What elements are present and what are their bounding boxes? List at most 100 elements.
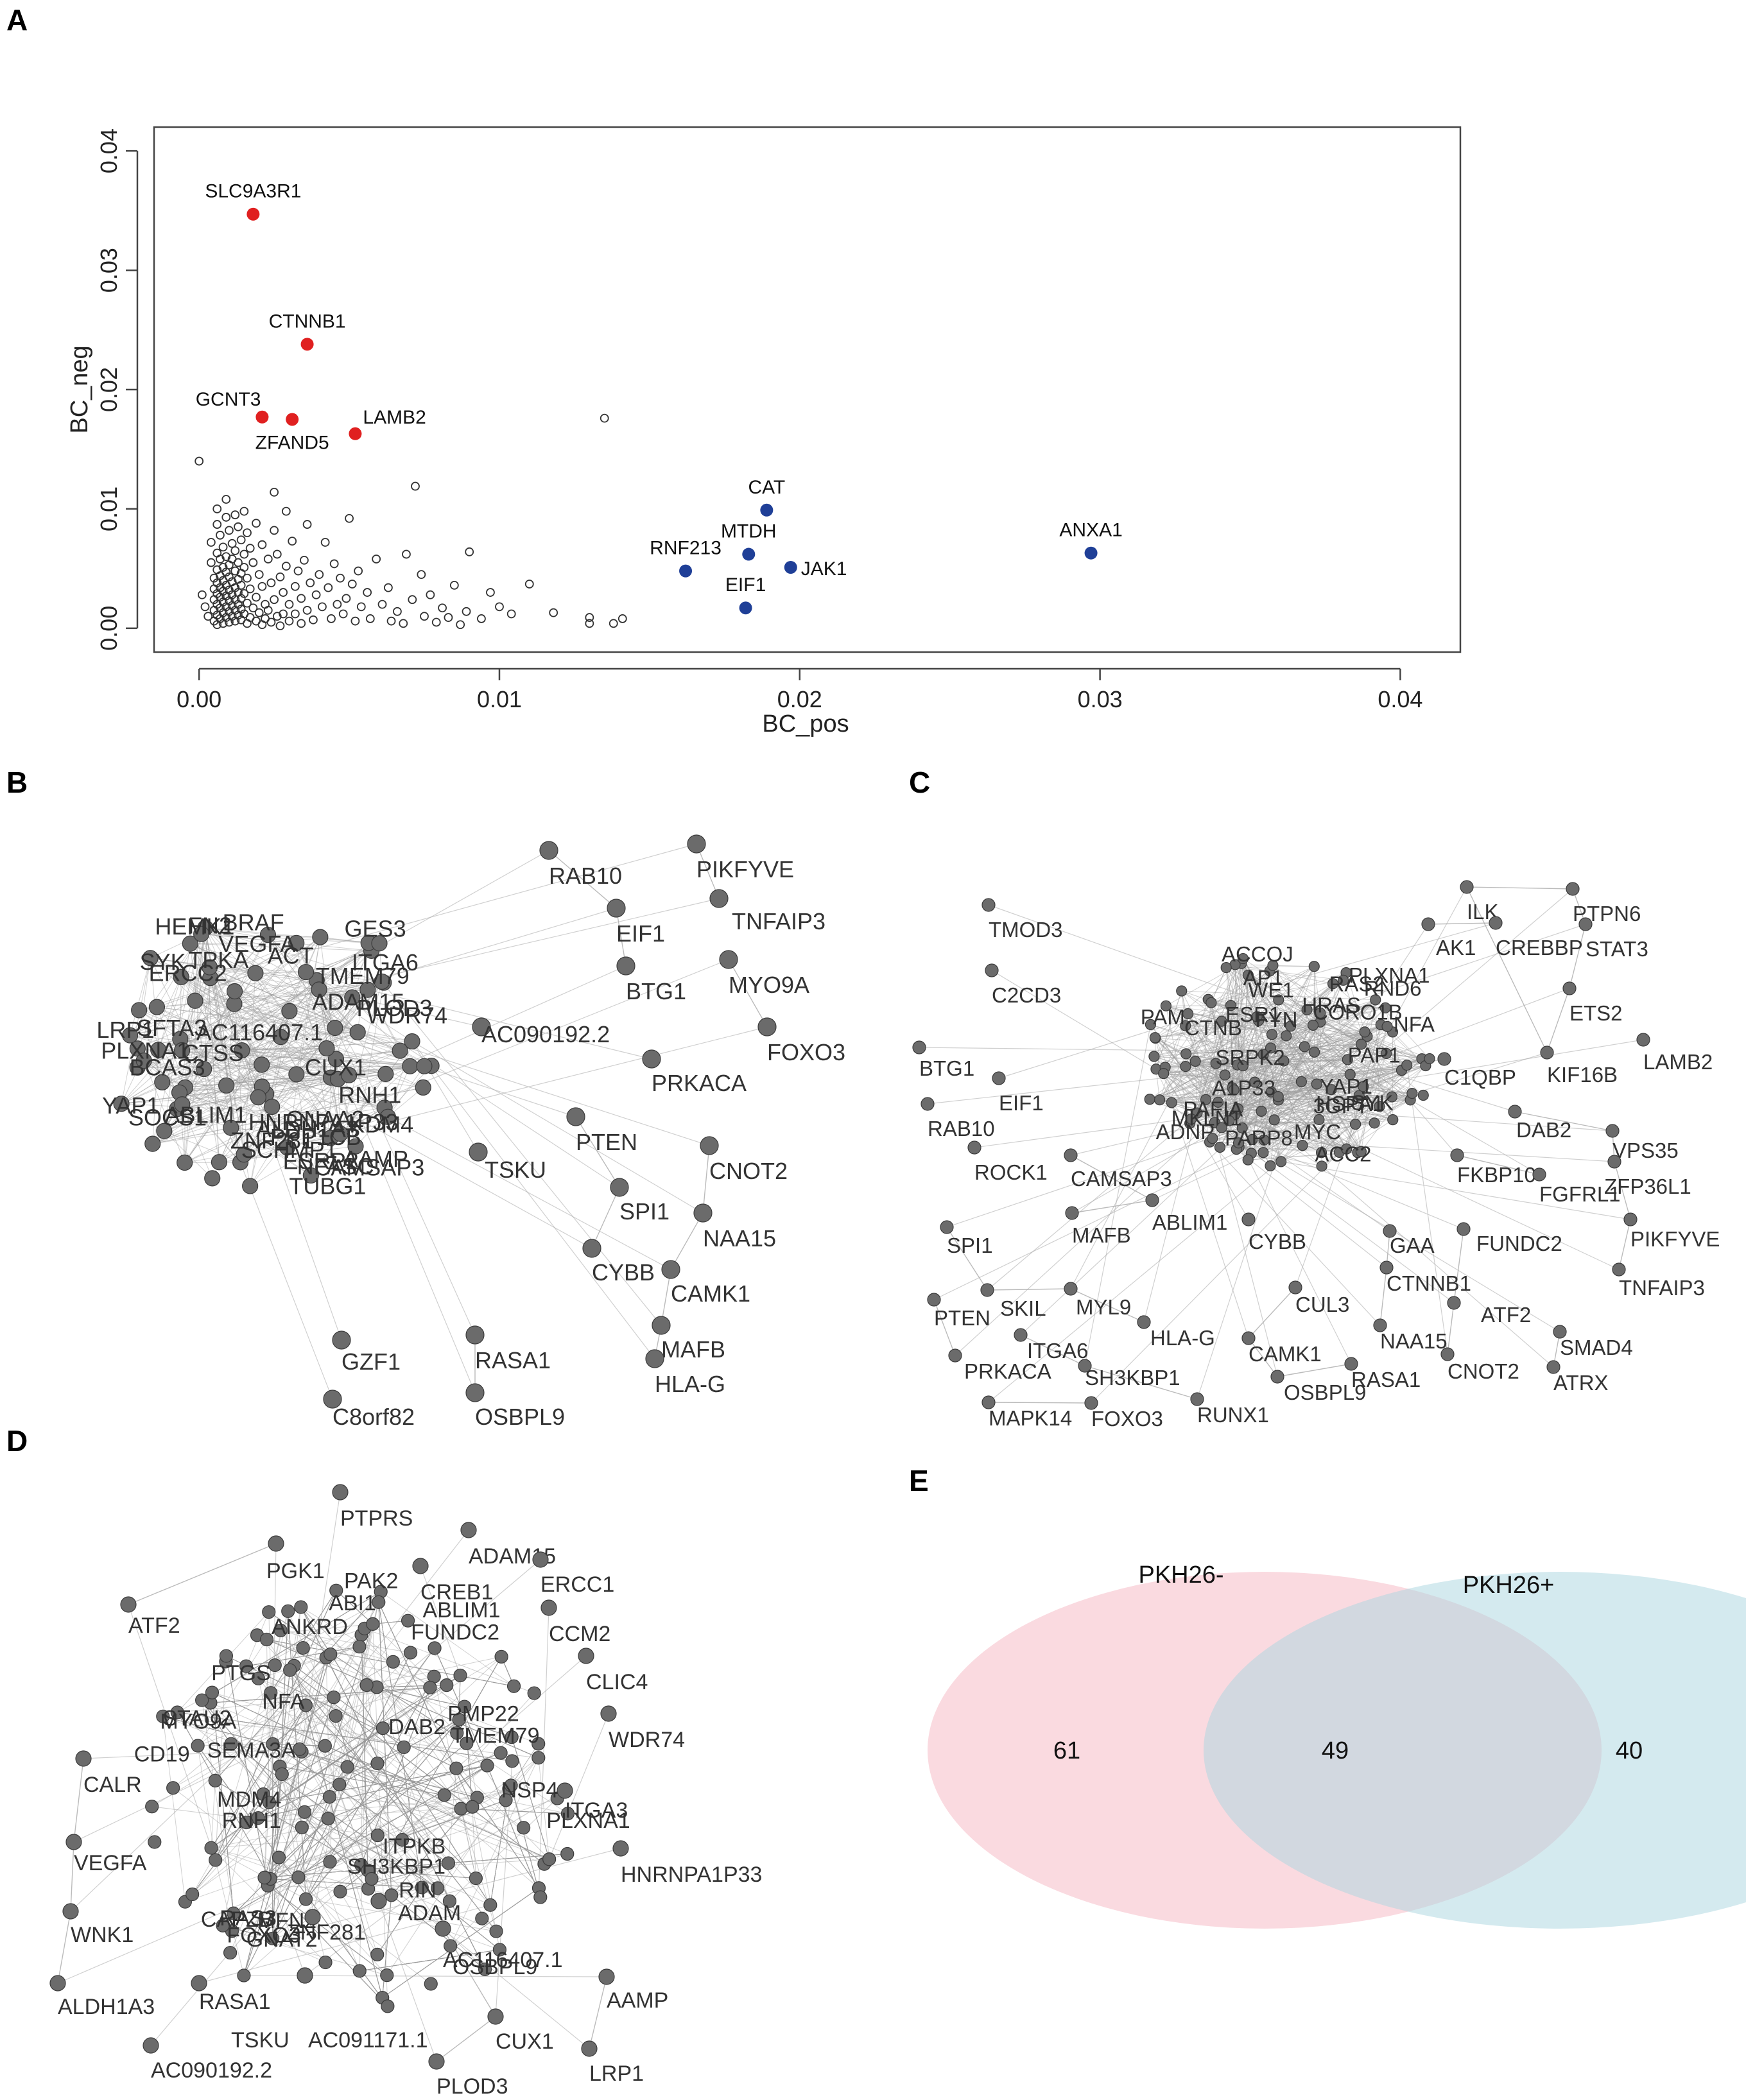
network-edge: [1278, 999, 1411, 1101]
network-edge: [268, 1800, 506, 1886]
data-point: [408, 595, 417, 605]
node-label: ITGA6: [352, 949, 419, 976]
data-point: [300, 555, 309, 565]
network-edge: [162, 1716, 478, 1798]
network-edge: [300, 1606, 465, 1707]
network-edge: [162, 1716, 478, 1798]
node-label: AK1: [1436, 936, 1476, 960]
network-edge: [1447, 1302, 1455, 1355]
network-edge: [1252, 1058, 1422, 1140]
network-edge: [179, 997, 353, 1093]
network-node: [247, 965, 264, 981]
network-node: [1249, 1076, 1261, 1088]
network-edge: [264, 1854, 567, 1878]
network-edge: [270, 1774, 282, 1879]
network-edge: [1270, 966, 1315, 1049]
network-node: [311, 981, 327, 998]
point-label: JAK1: [801, 558, 847, 580]
venn-intersection-count: 49: [1322, 1737, 1349, 1764]
network-edge: [458, 1719, 512, 1738]
node-label: MDM4: [217, 1787, 281, 1812]
data-point: [230, 595, 240, 605]
node-label: BCAS3: [130, 1054, 205, 1081]
network-node: [392, 1042, 408, 1059]
network-edge: [1252, 1096, 1279, 1140]
data-point: [609, 619, 618, 628]
network-edge: [1234, 964, 1333, 985]
network-node: [272, 1850, 286, 1864]
data-point: [227, 538, 237, 548]
network-edge: [1345, 972, 1394, 1120]
network-edge: [339, 1784, 438, 1889]
network-edge: [1197, 1003, 1212, 1114]
network-edge: [511, 1737, 550, 1859]
network-edge: [215, 1590, 337, 1861]
network-node: [1158, 1068, 1170, 1080]
network-edge: [202, 1700, 270, 1803]
network-edge: [210, 1687, 430, 1703]
network-node: [1553, 1325, 1567, 1339]
network-edge: [458, 1675, 461, 1720]
network-edge: [306, 1687, 377, 1900]
network-edge: [177, 1712, 512, 1762]
network-edge: [150, 958, 317, 981]
network-edge: [340, 1891, 378, 1955]
network-edge: [70, 1841, 74, 1912]
network-edge: [290, 1669, 497, 1932]
network-node: [268, 1535, 284, 1552]
network-edge: [177, 1712, 590, 2049]
node-label: FUNDC2: [411, 1621, 499, 1645]
network-edge: [246, 1646, 360, 1667]
network-edge: [215, 1590, 337, 1861]
data-point: [203, 612, 213, 621]
data-point: [254, 570, 264, 580]
network-edge: [1150, 1024, 1317, 1085]
network-edge: [300, 1606, 486, 1970]
y-tick-label: 0.03: [96, 248, 122, 293]
network-edge: [1185, 1024, 1381, 1026]
network-edge: [214, 1591, 381, 1781]
network-node: [195, 1693, 209, 1707]
network-node: [293, 1742, 307, 1756]
network-edge: [267, 1719, 460, 1886]
network-edge: [367, 1870, 476, 1879]
network-node: [1267, 960, 1279, 971]
x-tick-label: 0.04: [1378, 686, 1422, 712]
network-edge: [1166, 1005, 1363, 1087]
network-edge: [202, 1591, 381, 1701]
network-edge: [1207, 999, 1253, 1140]
node-label: BTG1: [919, 1056, 974, 1080]
data-point: [218, 542, 228, 552]
data-point: [239, 589, 249, 598]
network-edge: [243, 1657, 327, 1976]
network-edge: [1304, 1046, 1411, 1101]
network-edge: [158, 1049, 349, 1076]
network-node: [251, 1671, 265, 1685]
network-edge: [264, 1877, 388, 2007]
data-point: [341, 594, 351, 603]
network-edge: [234, 991, 245, 1155]
network-edge: [1155, 1038, 1206, 1100]
network-node: [208, 1773, 222, 1787]
network-edge: [211, 1705, 306, 1848]
network-edge: [461, 1808, 568, 1814]
network-node: [223, 1119, 239, 1136]
network-edge: [157, 1006, 358, 1033]
network-edge: [487, 1765, 541, 1898]
network-node: [264, 1686, 278, 1700]
network-edge: [272, 1697, 334, 1744]
data-point: [585, 619, 594, 628]
network-edge: [355, 982, 385, 1147]
network-edge: [1211, 967, 1227, 1003]
network-edge: [1261, 999, 1279, 1112]
network-edge: [335, 1716, 392, 1896]
network-edge: [460, 1809, 476, 1879]
network-edge: [215, 1590, 337, 1861]
network-node: [156, 1709, 170, 1723]
network-edge: [1225, 967, 1394, 1120]
network-edge: [1360, 1058, 1430, 1152]
network-edge: [456, 1768, 539, 1889]
network-edge: [472, 1807, 476, 1879]
network-edge: [1186, 1053, 1411, 1101]
network-edge: [1243, 958, 1258, 1017]
